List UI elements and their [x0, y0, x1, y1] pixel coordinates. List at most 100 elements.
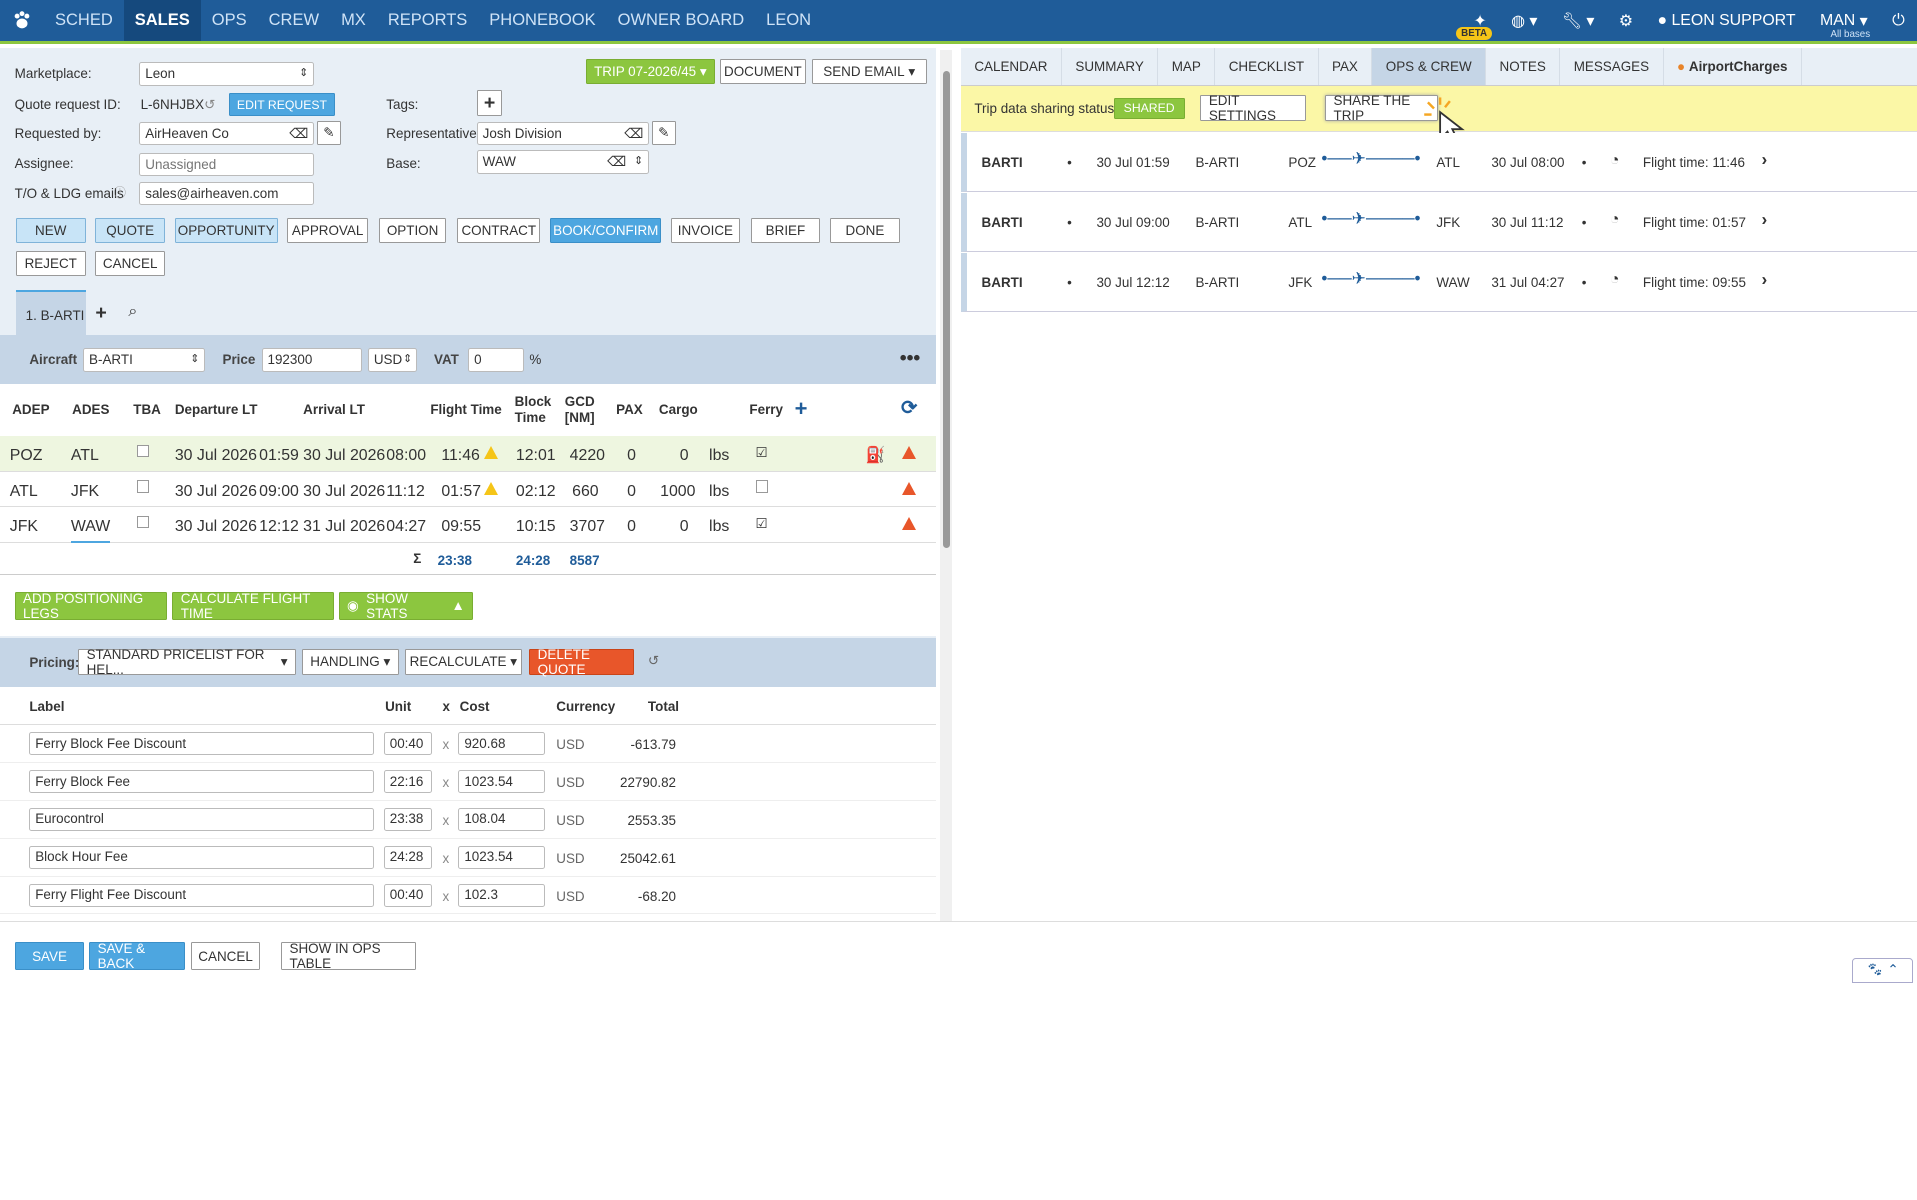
- show-stats-button[interactable]: ◉ SHOW STATS ▲: [338, 591, 474, 621]
- calculate-flight-time-button[interactable]: CALCULATE FLIGHT TIME: [172, 591, 334, 621]
- nav-reports[interactable]: REPORTS: [387, 11, 468, 29]
- add-tag-button[interactable]: +: [476, 90, 503, 117]
- history-icon[interactable]: ↺: [647, 652, 660, 668]
- price-unit-field[interactable]: 23:38: [383, 808, 432, 832]
- history-icon[interactable]: ↺: [204, 96, 216, 112]
- info-icon[interactable]: ⓘ: [113, 186, 126, 201]
- alert-icon[interactable]: [902, 446, 917, 460]
- alert-icon[interactable]: [902, 517, 917, 531]
- share-the-trip-button[interactable]: SHARE THE TRIP: [1325, 93, 1438, 123]
- price-label-field[interactable]: Ferry Flight Fee Discount: [29, 883, 375, 908]
- edit-request-button[interactable]: EDIT REQUEST: [228, 92, 336, 117]
- price-label-field[interactable]: Block Hour Fee: [29, 845, 375, 870]
- price-cost-field[interactable]: 920.68: [458, 732, 546, 756]
- clear-icon[interactable]: ⌫: [289, 125, 309, 141]
- status-contract-button[interactable]: CONTRACT: [457, 217, 541, 244]
- representative-field[interactable]: Josh Division ⌫: [476, 122, 650, 146]
- status-reject-button[interactable]: REJECT: [15, 250, 86, 277]
- aircraft-select[interactable]: B-ARTI ⇕: [83, 348, 206, 372]
- chevron-right-icon[interactable]: ›: [1761, 150, 1768, 170]
- currency-select[interactable]: USD ⇕: [367, 348, 417, 372]
- tba-checkbox[interactable]: [136, 515, 150, 529]
- power-icon[interactable]: ⏻: [1892, 11, 1905, 29]
- base-select[interactable]: WAW ⌫ ⇕: [476, 150, 650, 174]
- man-menu[interactable]: MAN ▾ All bases: [1819, 11, 1871, 41]
- nav-sched[interactable]: SCHED: [55, 11, 113, 29]
- search-icon[interactable]: ⌕: [128, 303, 138, 321]
- nav-phonebook[interactable]: PHONEBOOK: [489, 11, 596, 29]
- clear-icon[interactable]: ⌫: [607, 153, 627, 169]
- chat-widget-icon[interactable]: 🐾︎ ⌃: [1852, 958, 1914, 983]
- gear-icon[interactable]: ⚙: [1618, 12, 1634, 30]
- status-quote-button[interactable]: QUOTE: [95, 217, 166, 244]
- ferry-checkbox[interactable]: ☑: [755, 515, 768, 531]
- price-cost-field[interactable]: 108.04: [458, 808, 546, 832]
- price-unit-field[interactable]: 00:40: [383, 732, 432, 756]
- status-approval-button[interactable]: APPROVAL: [287, 217, 368, 244]
- trip-button[interactable]: TRIP 07-2026/45 ▾: [585, 58, 716, 85]
- fuel-icon[interactable]: ⛽: [865, 446, 886, 464]
- handling-dropdown[interactable]: HANDLING ▾: [301, 649, 399, 675]
- tab-checklist[interactable]: CHECKLIST: [1215, 47, 1319, 85]
- nav-leon[interactable]: LEON: [766, 11, 812, 29]
- aircraft-tab[interactable]: 1. B-ARTI: [15, 289, 86, 335]
- tba-checkbox[interactable]: [136, 480, 150, 493]
- status-new-button[interactable]: NEW: [15, 217, 86, 244]
- status-brief-button[interactable]: BRIEF: [750, 217, 821, 244]
- price-cost-field[interactable]: 1023.54: [458, 770, 546, 794]
- emails-field[interactable]: sales@airheaven.com: [139, 182, 315, 206]
- assignee-field[interactable]: [139, 152, 315, 177]
- status-cancel-button[interactable]: CANCEL: [95, 250, 166, 277]
- trip-leg-row[interactable]: BARTI • 30 Jul 09:00 B-ARTI ATL •──✈────…: [960, 193, 1917, 252]
- warning-icon[interactable]: [484, 482, 499, 495]
- nav-crew[interactable]: CREW: [268, 11, 320, 29]
- edit-pencil-icon[interactable]: ✎: [651, 121, 677, 146]
- tab-airport-charges[interactable]: ● AirportCharges: [1664, 47, 1802, 85]
- ferry-checkbox[interactable]: ☑: [755, 444, 768, 460]
- leg-row[interactable]: POZ ATL 30 Jul 2026 01:59 30 Jul 2026 08…: [0, 436, 937, 472]
- add-leg-icon[interactable]: +: [794, 396, 808, 422]
- tab-ops-crew[interactable]: OPS & CREW: [1372, 47, 1487, 85]
- save-button[interactable]: SAVE: [14, 942, 85, 971]
- edit-settings-button[interactable]: EDIT SETTINGS: [1200, 93, 1306, 123]
- price-cost-field[interactable]: 1023.54: [458, 845, 546, 870]
- price-field[interactable]: 192300: [261, 348, 362, 372]
- tab-messages[interactable]: MESSAGES: [1560, 47, 1664, 85]
- vat-field[interactable]: 0: [468, 348, 525, 372]
- price-label-field[interactable]: Ferry Block Fee: [29, 770, 375, 794]
- ferry-checkbox[interactable]: [755, 480, 768, 493]
- tab-pax[interactable]: PAX: [1319, 47, 1373, 85]
- status-invoice-button[interactable]: INVOICE: [671, 217, 740, 244]
- add-aircraft-icon[interactable]: +: [95, 301, 107, 324]
- leg-unit[interactable]: lbs: [709, 447, 730, 465]
- wrench-icon[interactable]: 🔧︎ ▾: [1561, 12, 1595, 30]
- trip-leg-row[interactable]: BARTI • 30 Jul 01:59 B-ARTI POZ •──✈────…: [960, 133, 1917, 192]
- tab-map[interactable]: MAP: [1158, 47, 1216, 85]
- status-opportunity-button[interactable]: OPPORTUNITY: [174, 217, 278, 244]
- price-unit-field[interactable]: 00:40: [383, 883, 432, 908]
- status-book-confirm-button[interactable]: BOOK/CONFIRM: [550, 217, 662, 244]
- edit-pencil-icon[interactable]: ✎: [316, 121, 342, 146]
- show-in-ops-table-button[interactable]: SHOW IN OPS TABLE: [281, 941, 416, 971]
- send-email-button[interactable]: SEND EMAIL ▾: [811, 58, 927, 85]
- delete-quote-button[interactable]: DELETE QUOTE: [529, 647, 635, 677]
- trip-leg-row[interactable]: BARTI • 30 Jul 12:12 B-ARTI JFK •──✈────…: [960, 253, 1917, 312]
- nav-mx[interactable]: MX: [341, 11, 366, 29]
- cancel-button[interactable]: CANCEL: [190, 942, 261, 971]
- price-unit-field[interactable]: 24:28: [383, 845, 432, 870]
- price-cost-field[interactable]: 102.3: [458, 883, 546, 908]
- refresh-icon[interactable]: ⟳: [900, 397, 918, 420]
- globe-icon[interactable]: ◍ ▾: [1511, 12, 1538, 30]
- alert-icon[interactable]: [902, 482, 917, 495]
- leg-row[interactable]: ATL JFK 30 Jul 2026 09:00 30 Jul 2026 11…: [0, 471, 937, 508]
- add-positioning-legs-button[interactable]: ADD POSITIONING LEGS: [14, 591, 168, 621]
- save-back-button[interactable]: SAVE & BACK: [89, 941, 185, 971]
- paw-logo-icon[interactable]: [0, 0, 44, 41]
- pricelist-dropdown[interactable]: STANDARD PRICELIST FOR HEL... ▾: [78, 647, 296, 677]
- nav-owner-board[interactable]: OWNER BOARD: [617, 11, 745, 29]
- left-scrollbar-thumb[interactable]: [942, 70, 950, 548]
- tba-checkbox[interactable]: [136, 444, 150, 458]
- more-icon[interactable]: •••: [899, 347, 921, 370]
- price-unit-field[interactable]: 22:16: [383, 770, 432, 794]
- status-option-button[interactable]: OPTION: [378, 217, 447, 244]
